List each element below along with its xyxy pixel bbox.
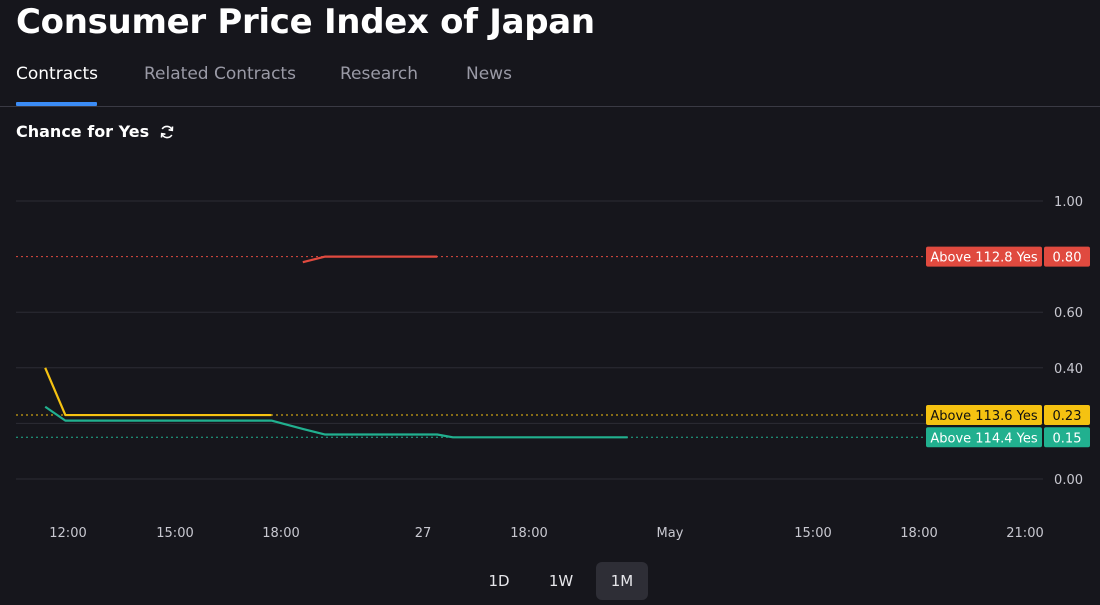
x-tick-label: 15:00 — [794, 526, 831, 541]
series-value-label: 0.80 — [1053, 251, 1082, 266]
x-tick-label: 15:00 — [156, 526, 193, 541]
series-tag-bg — [926, 246, 1042, 267]
range-1w-button[interactable]: 1W — [548, 572, 574, 590]
series-line — [44, 367, 272, 417]
series-value-label: 0.23 — [1053, 409, 1082, 424]
y-tick-label: 0.00 — [1054, 473, 1083, 488]
x-tick-label: 18:00 — [510, 526, 547, 541]
series-tag-bg — [926, 427, 1042, 448]
y-tick-label: 0.40 — [1054, 362, 1083, 377]
series-line — [302, 255, 438, 264]
series-value-bg — [1044, 246, 1090, 267]
series-tag-label: Above 114.4 Yes — [930, 431, 1037, 446]
series-value-label: 0.15 — [1053, 431, 1082, 446]
series-value-bg — [1044, 427, 1090, 448]
y-tick-label: 1.00 — [1054, 195, 1083, 210]
range-1d-button[interactable]: 1D — [488, 572, 510, 590]
range-1m-button[interactable]: 1M — [596, 562, 648, 600]
series-tag-label: Above 113.6 Yes — [930, 409, 1037, 424]
tab-contracts[interactable]: Contracts — [16, 64, 98, 84]
x-tick-label: 12:00 — [49, 526, 86, 541]
tab-bar: Contracts Related Contracts Research New… — [0, 58, 1100, 107]
active-tab-indicator — [16, 102, 97, 106]
tab-research[interactable]: Research — [340, 64, 418, 84]
series-tag-label: Above 112.8 Yes — [930, 251, 1037, 266]
refresh-icon[interactable] — [159, 124, 175, 140]
y-tick-label: 0.60 — [1054, 306, 1083, 321]
chart-section-title: Chance for Yes — [16, 122, 150, 141]
x-tick-label: 27 — [415, 526, 432, 541]
x-tick-label: 18:00 — [262, 526, 299, 541]
series-tag-bg — [926, 405, 1042, 426]
page-title: Consumer Price Index of Japan — [16, 2, 595, 42]
chart-section-header: Chance for Yes — [16, 122, 175, 141]
x-tick-label: May — [657, 526, 684, 541]
tab-related-contracts[interactable]: Related Contracts — [144, 64, 296, 84]
x-tick-label: 21:00 — [1006, 526, 1043, 541]
series-line — [44, 405, 628, 439]
tab-news[interactable]: News — [466, 64, 512, 84]
series-value-bg — [1044, 405, 1090, 426]
x-tick-label: 18:00 — [900, 526, 937, 541]
